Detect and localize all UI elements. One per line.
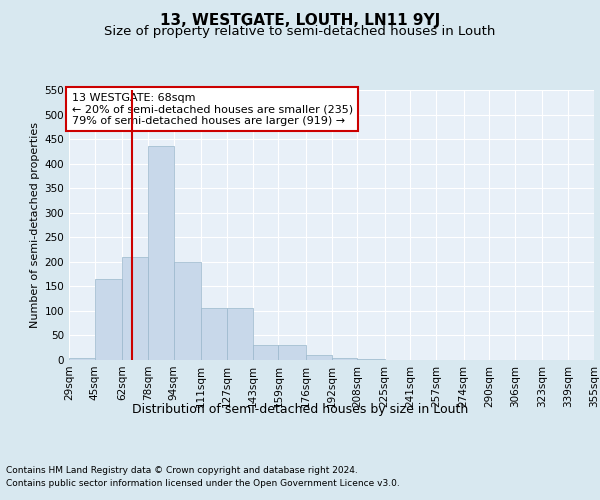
Text: 13 WESTGATE: 68sqm
← 20% of semi-detached houses are smaller (235)
79% of semi-d: 13 WESTGATE: 68sqm ← 20% of semi-detache… (71, 92, 353, 126)
Bar (227, 308, 253, 360)
Bar (331, 358, 357, 360)
Bar (173, 262, 201, 360)
Y-axis label: Number of semi-detached properties: Number of semi-detached properties (30, 122, 40, 328)
Bar (357, 359, 385, 360)
Bar (122, 257, 148, 360)
Bar (278, 346, 306, 360)
Bar (95, 279, 122, 360)
Bar (201, 308, 227, 360)
Bar (253, 346, 278, 360)
Text: Contains public sector information licensed under the Open Government Licence v3: Contains public sector information licen… (6, 479, 400, 488)
Bar (148, 146, 173, 360)
Bar (69, 358, 95, 360)
Text: Size of property relative to semi-detached houses in Louth: Size of property relative to semi-detach… (104, 25, 496, 38)
Text: Distribution of semi-detached houses by size in Louth: Distribution of semi-detached houses by … (132, 402, 468, 415)
Text: Contains HM Land Registry data © Crown copyright and database right 2024.: Contains HM Land Registry data © Crown c… (6, 466, 358, 475)
Text: 13, WESTGATE, LOUTH, LN11 9YJ: 13, WESTGATE, LOUTH, LN11 9YJ (160, 12, 440, 28)
Bar (306, 355, 331, 360)
